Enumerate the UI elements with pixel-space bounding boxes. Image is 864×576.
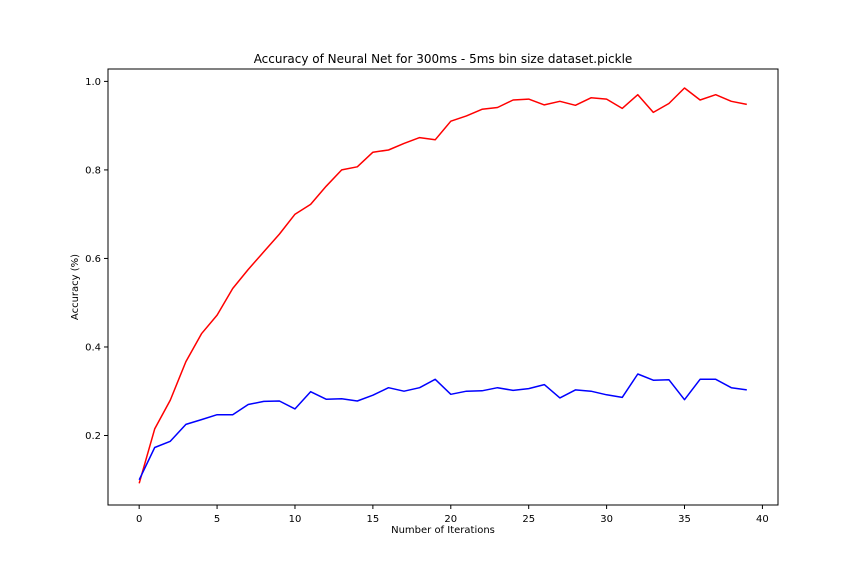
series-layer [138, 87, 747, 484]
x-tick-label: 35 [678, 514, 691, 525]
x-axis: 0 5 10 15 20 25 30 35 40 [136, 505, 769, 525]
x-tick-label: 30 [600, 514, 613, 525]
x-tick-label: 25 [522, 514, 535, 525]
y-tick-label: 0.8 [85, 165, 101, 176]
y-tick-label: 1.0 [85, 77, 101, 88]
series-line-1 [138, 87, 747, 484]
x-tick-label: 20 [444, 514, 457, 525]
y-axis-label: Accuracy (%) [70, 254, 81, 320]
x-tick-label: 0 [136, 514, 142, 525]
series-line-2 [138, 373, 747, 481]
x-tick-label: 15 [367, 514, 380, 525]
x-tick-label: 10 [289, 514, 302, 525]
x-tick-label: 40 [756, 514, 769, 525]
y-tick-label: 0.4 [85, 342, 101, 353]
x-axis-label: Number of Iterations [391, 525, 495, 536]
x-tick-label: 5 [214, 514, 220, 525]
y-tick-label: 0.6 [85, 254, 101, 265]
y-tick-label: 0.2 [85, 431, 101, 442]
chart-title: Accuracy of Neural Net for 300ms - 5ms b… [254, 52, 633, 66]
plot-frame [107, 68, 779, 506]
y-axis: 0.2 0.4 0.6 0.8 1.0 [85, 77, 108, 442]
